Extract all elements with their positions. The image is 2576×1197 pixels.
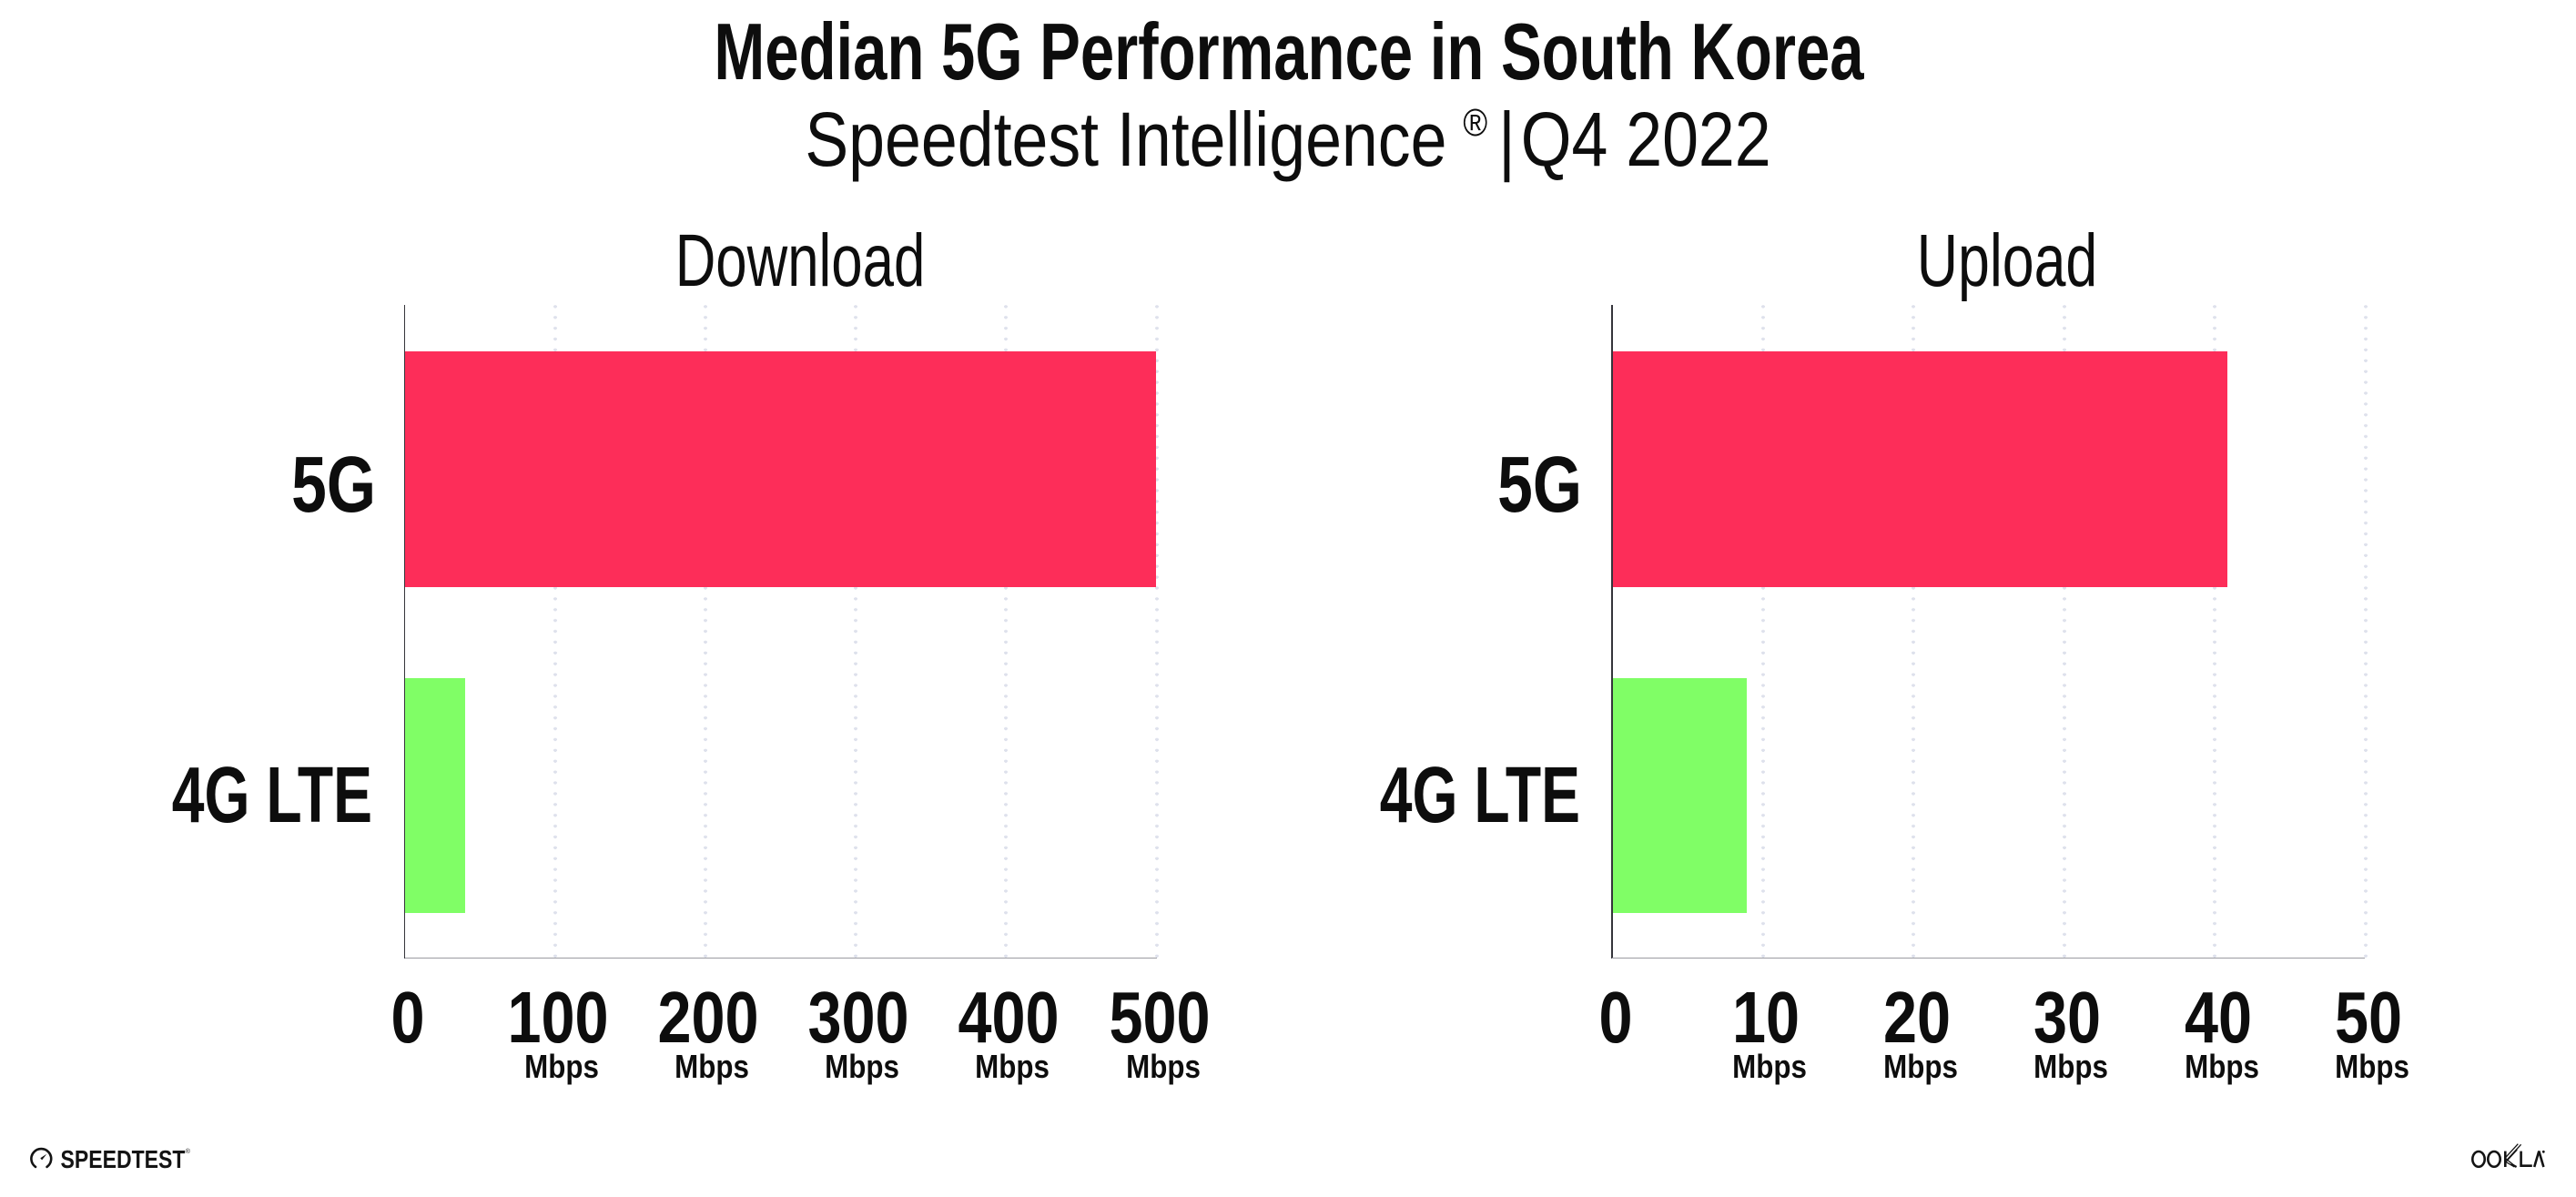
svg-text:®: ® xyxy=(186,1148,191,1155)
svg-text:SPEEDTEST: SPEEDTEST xyxy=(61,1146,186,1173)
